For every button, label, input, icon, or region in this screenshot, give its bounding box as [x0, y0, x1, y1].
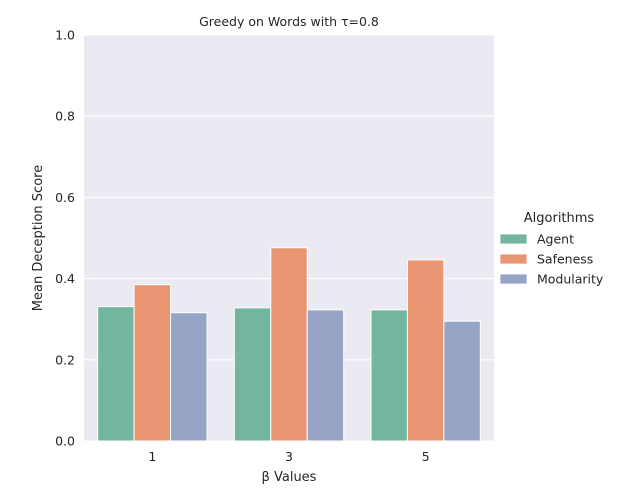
- bar-modularity-1: [170, 312, 208, 442]
- bar-modularity-3: [306, 309, 345, 442]
- y-tick-label: 0.4: [55, 271, 75, 286]
- legend-label-agent: Agent: [537, 232, 574, 247]
- y-axis-label: Mean Deception Score: [31, 165, 46, 311]
- legend-label-modularity: Modularity: [537, 272, 604, 287]
- x-tick-labels: 1 3 5: [148, 449, 429, 464]
- y-tick-labels: 0.0 0.2 0.4 0.6 0.8 1.0: [55, 28, 75, 449]
- legend-label-safeness: Safeness: [537, 252, 593, 267]
- chart-title: Greedy on Words with τ=0.8: [199, 14, 379, 29]
- bar-safeness-5: [406, 259, 445, 442]
- bar-modularity-5: [443, 320, 481, 442]
- y-tick-label: 0.8: [55, 109, 75, 124]
- y-tick-label: 0.0: [55, 434, 75, 449]
- x-tick-label: 1: [148, 449, 156, 464]
- bars: [97, 247, 481, 442]
- legend-swatch-safeness: [499, 253, 528, 265]
- y-tick-label: 0.6: [55, 190, 75, 205]
- bar-agent-5: [370, 309, 408, 442]
- bar-agent-1: [97, 306, 135, 442]
- legend: Algorithms Agent Safeness Modularity: [499, 211, 604, 287]
- x-tick-label: 5: [422, 449, 430, 464]
- legend-swatch-agent: [499, 233, 528, 245]
- y-tick-label: 1.0: [55, 28, 75, 43]
- y-tick-label: 0.2: [55, 352, 75, 367]
- legend-title: Algorithms: [524, 211, 595, 226]
- bar-safeness-1: [133, 284, 172, 442]
- legend-swatch-modularity: [499, 273, 528, 285]
- x-axis-label: β Values: [262, 470, 317, 485]
- bar-safeness-3: [270, 247, 308, 442]
- x-tick-label: 3: [285, 449, 293, 464]
- bar-agent-3: [233, 307, 272, 442]
